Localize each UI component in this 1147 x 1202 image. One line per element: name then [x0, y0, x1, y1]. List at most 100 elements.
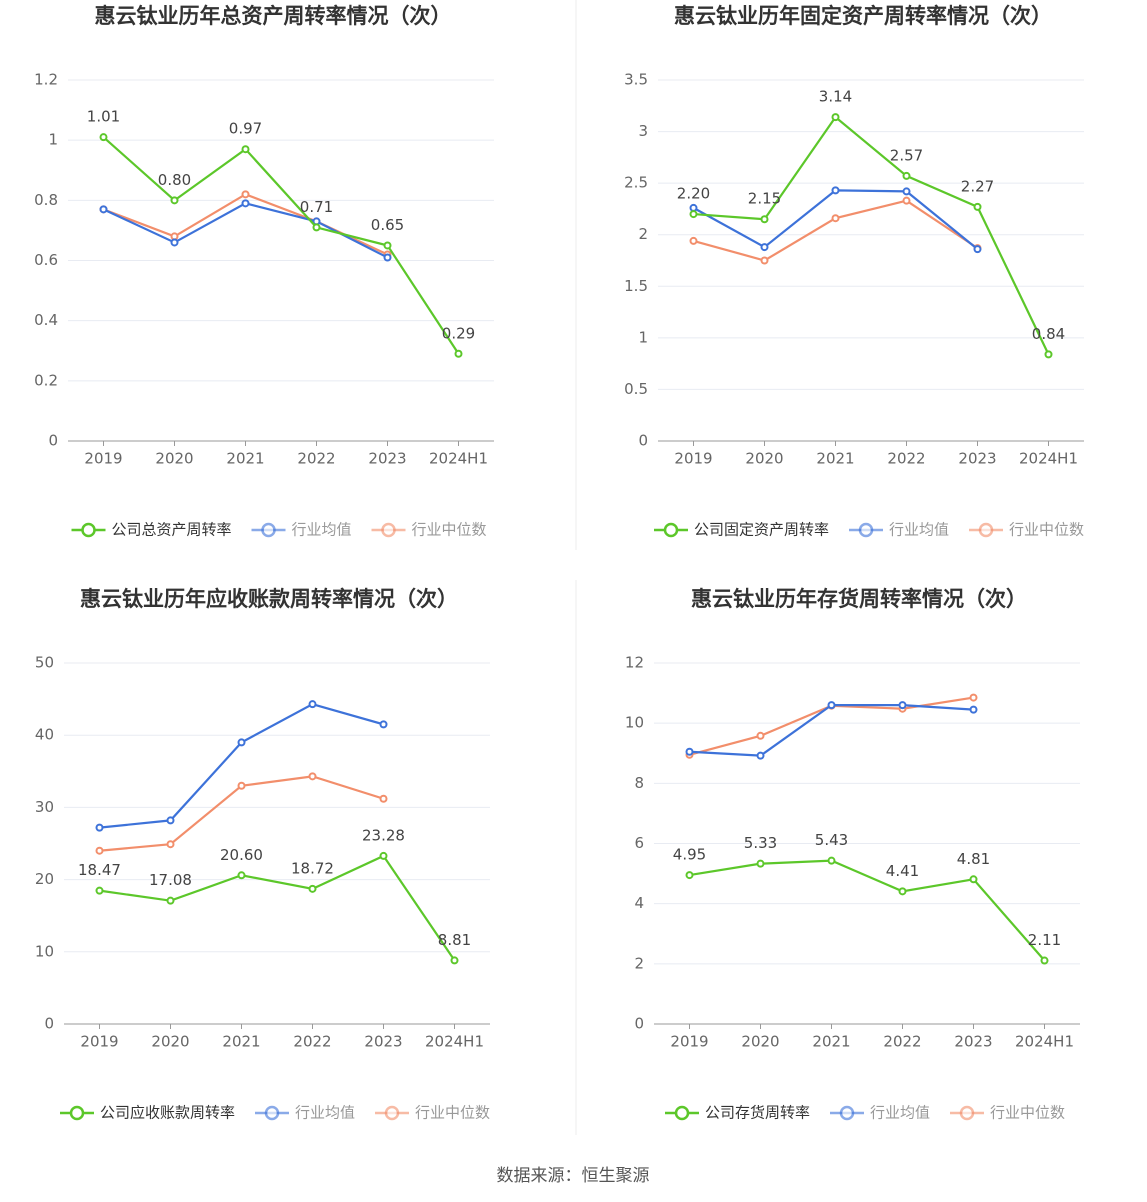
data-label: 20.60 — [220, 846, 263, 864]
y-tick-label: 3 — [638, 122, 648, 140]
x-tick-label: 2019 — [674, 450, 712, 468]
x-tick-label: 2024H1 — [429, 450, 488, 468]
data-point — [898, 887, 907, 896]
y-tick-label: 2 — [634, 954, 644, 972]
data-point — [756, 859, 765, 868]
x-tick-label: 2022 — [883, 1033, 921, 1051]
data-point — [1040, 956, 1049, 965]
y-tick-label: 1.2 — [34, 71, 58, 89]
data-label: 0.97 — [229, 120, 262, 138]
x-tick-label: 2021 — [226, 450, 264, 468]
legend-marker — [381, 522, 396, 538]
x-tick-label: 2022 — [887, 450, 925, 468]
data-label: 23.28 — [362, 826, 405, 844]
data-label: 5.33 — [744, 834, 777, 852]
data-point — [170, 196, 179, 205]
legend-label: 行业均值 — [889, 521, 949, 539]
data-point — [902, 196, 911, 205]
y-tick-label: 0.4 — [34, 311, 58, 329]
data-point — [241, 145, 250, 154]
legend-marker — [69, 1105, 85, 1121]
legend-marker — [384, 1105, 400, 1121]
x-tick-label: 2024H1 — [425, 1033, 484, 1051]
x-tick-label: 2021 — [816, 450, 854, 468]
data-point — [1044, 350, 1053, 359]
data-point — [831, 214, 840, 223]
legend-marker — [264, 1105, 280, 1121]
data-point — [166, 896, 175, 905]
data-point — [760, 243, 769, 252]
legend-label: 公司存货周转率 — [705, 1104, 810, 1122]
legend-marker — [663, 522, 679, 538]
data-point — [756, 751, 765, 760]
y-tick-label: 0 — [44, 1015, 54, 1033]
x-tick-label: 2023 — [958, 450, 996, 468]
data-label: 2.27 — [961, 177, 994, 195]
data-label: 1.01 — [87, 108, 120, 126]
chart-title: 惠云钛业历年应收账款周转率情况（次） — [80, 587, 458, 611]
x-tick-label: 2023 — [954, 1033, 992, 1051]
chart-title: 惠云钛业历年存货周转率情况（次） — [691, 587, 1027, 611]
data-point — [685, 871, 694, 880]
data-point — [973, 202, 982, 211]
legend-marker — [261, 522, 276, 538]
y-tick-label: 1.5 — [624, 277, 648, 295]
x-tick-label: 2023 — [364, 1033, 402, 1051]
data-point — [237, 738, 246, 747]
x-tick-label: 2019 — [84, 450, 122, 468]
data-label: 2.15 — [748, 190, 781, 208]
legend-label: 行业中位数 — [1009, 521, 1084, 539]
x-tick-label: 2020 — [745, 450, 783, 468]
data-point — [312, 223, 321, 232]
x-tick-label: 2023 — [368, 450, 406, 468]
data-label: 4.41 — [886, 862, 919, 880]
data-point — [379, 851, 388, 860]
data-label: 18.47 — [78, 861, 121, 879]
y-tick-label: 0.5 — [624, 380, 648, 398]
data-point — [241, 190, 250, 199]
x-tick-label: 2024H1 — [1015, 1033, 1074, 1051]
data-label: 17.08 — [149, 871, 192, 889]
data-label: 5.43 — [815, 831, 848, 849]
data-point — [95, 823, 104, 832]
y-tick-label: 0 — [48, 432, 58, 450]
legend-label: 公司固定资产周转率 — [694, 521, 829, 539]
y-tick-label: 4 — [634, 894, 644, 912]
x-tick-label: 2020 — [155, 450, 193, 468]
y-tick-label: 8 — [634, 774, 644, 792]
data-point — [689, 236, 698, 245]
series-line — [103, 202, 388, 259]
y-tick-label: 1 — [48, 131, 58, 149]
data-point — [902, 187, 911, 196]
x-tick-label: 2024H1 — [1019, 450, 1078, 468]
data-point — [973, 245, 982, 254]
legend-label: 行业均值 — [870, 1104, 930, 1122]
y-tick-label: 10 — [625, 714, 644, 732]
data-point — [898, 701, 907, 710]
x-tick-label: 2019 — [80, 1033, 118, 1051]
series-line — [99, 854, 456, 962]
series-line — [102, 136, 460, 355]
legend-label: 行业均值 — [295, 1104, 355, 1122]
data-point — [170, 238, 179, 247]
data-point — [308, 884, 317, 893]
data-point — [756, 731, 765, 740]
data-point — [308, 772, 317, 781]
data-point — [689, 210, 698, 219]
x-tick-label: 2020 — [151, 1033, 189, 1051]
data-point — [99, 133, 108, 142]
data-point — [237, 871, 246, 880]
data-label: 18.72 — [291, 859, 334, 877]
data-point — [902, 171, 911, 180]
legend-marker — [839, 1105, 855, 1121]
legend-label: 行业中位数 — [415, 1104, 490, 1122]
data-point — [450, 956, 459, 965]
data-point — [99, 205, 108, 214]
data-label: 2.57 — [890, 146, 923, 164]
data-point — [241, 199, 250, 208]
y-tick-label: 6 — [634, 834, 644, 852]
data-point — [237, 781, 246, 790]
y-tick-label: 0.2 — [34, 371, 58, 389]
y-tick-label: 2.5 — [624, 174, 648, 192]
